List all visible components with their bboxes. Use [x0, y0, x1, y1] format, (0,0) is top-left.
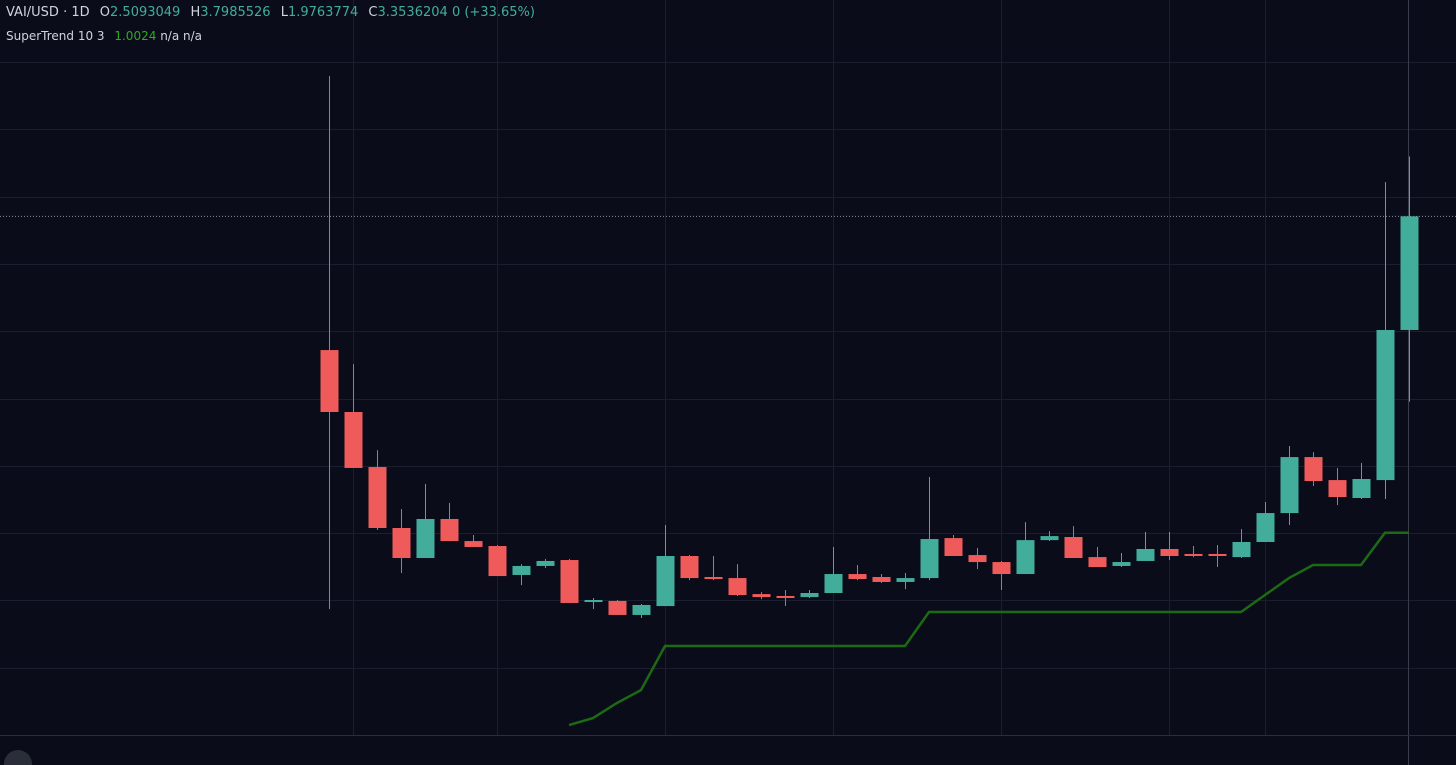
- indicator-line: [568, 531, 1409, 727]
- candle-body: [1208, 553, 1227, 556]
- candle-body: [1088, 557, 1107, 568]
- candle-body: [368, 467, 387, 528]
- candle-body: [1160, 548, 1179, 556]
- candle-body: [1352, 479, 1371, 498]
- ohlc-label: C: [368, 5, 378, 20]
- vertical-grid: [353, 0, 1266, 735]
- candle-body: [584, 600, 603, 603]
- header: VAI/USD · 1D O2.5093049 H3.7985526 L1.97…: [6, 5, 535, 20]
- indicator-name: SuperTrend 10 3: [6, 29, 105, 43]
- candle-body: [1016, 540, 1035, 575]
- candle-body: [1280, 457, 1299, 514]
- candle-body: [1376, 330, 1395, 481]
- ohlc-value: 2.5093049: [110, 5, 181, 20]
- candle-body: [752, 594, 771, 598]
- indicator-legend: SuperTrend 10 3 1.0024 n/a n/a: [6, 29, 202, 43]
- candle-body: [1184, 553, 1203, 556]
- candle-body: [488, 546, 507, 577]
- candle-body: [776, 595, 795, 598]
- candle-body: [440, 518, 459, 542]
- candle-body: [464, 541, 483, 547]
- indicator-note: n/a n/a: [160, 29, 203, 43]
- candle-body: [1256, 513, 1275, 542]
- indicator-value: 1.0024: [114, 29, 157, 43]
- candle-body: [1400, 216, 1419, 330]
- candle-body: [992, 562, 1011, 575]
- candle-body: [824, 574, 843, 594]
- candle-body: [728, 578, 747, 596]
- candle-body: [800, 593, 819, 598]
- candle-body: [968, 555, 987, 563]
- candle-body: [944, 538, 963, 556]
- candle-body: [344, 411, 363, 468]
- candle-body: [1328, 480, 1347, 498]
- candle-body: [1136, 548, 1155, 561]
- candle-body: [848, 574, 867, 580]
- candle-body: [1064, 537, 1083, 559]
- candle-body: [632, 604, 651, 615]
- ohlc-value: 3.3536204: [377, 5, 448, 20]
- change: 0 (+33.65%): [451, 5, 535, 20]
- candle-body: [392, 527, 411, 559]
- candle-body: [656, 555, 675, 607]
- candle-body: [1040, 536, 1059, 541]
- candle-body: [920, 539, 939, 579]
- candle-body: [536, 560, 555, 566]
- ohlc-value: 3.7985526: [200, 5, 271, 20]
- candle-body: [896, 578, 915, 582]
- candle-body: [1232, 541, 1251, 558]
- ohlc-value: 1.9763774: [287, 5, 359, 20]
- ohlc-label: L: [280, 5, 288, 20]
- interval: · 1D: [63, 5, 90, 20]
- candle-body: [608, 600, 627, 615]
- candle-body: [680, 555, 699, 579]
- candle-body: [872, 576, 891, 582]
- candle-body: [320, 350, 339, 412]
- candle-body: [416, 518, 435, 559]
- candle-body: [512, 565, 531, 575]
- candle-body: [560, 560, 579, 603]
- candle-body: [1112, 562, 1131, 566]
- candle-body: [704, 576, 723, 580]
- candle-body: [1304, 457, 1323, 482]
- scroll-button[interactable]: [4, 750, 32, 765]
- ohlc-label: H: [190, 5, 201, 20]
- ohlc-label: O: [99, 5, 111, 20]
- symbol: VAI/USD: [6, 5, 59, 20]
